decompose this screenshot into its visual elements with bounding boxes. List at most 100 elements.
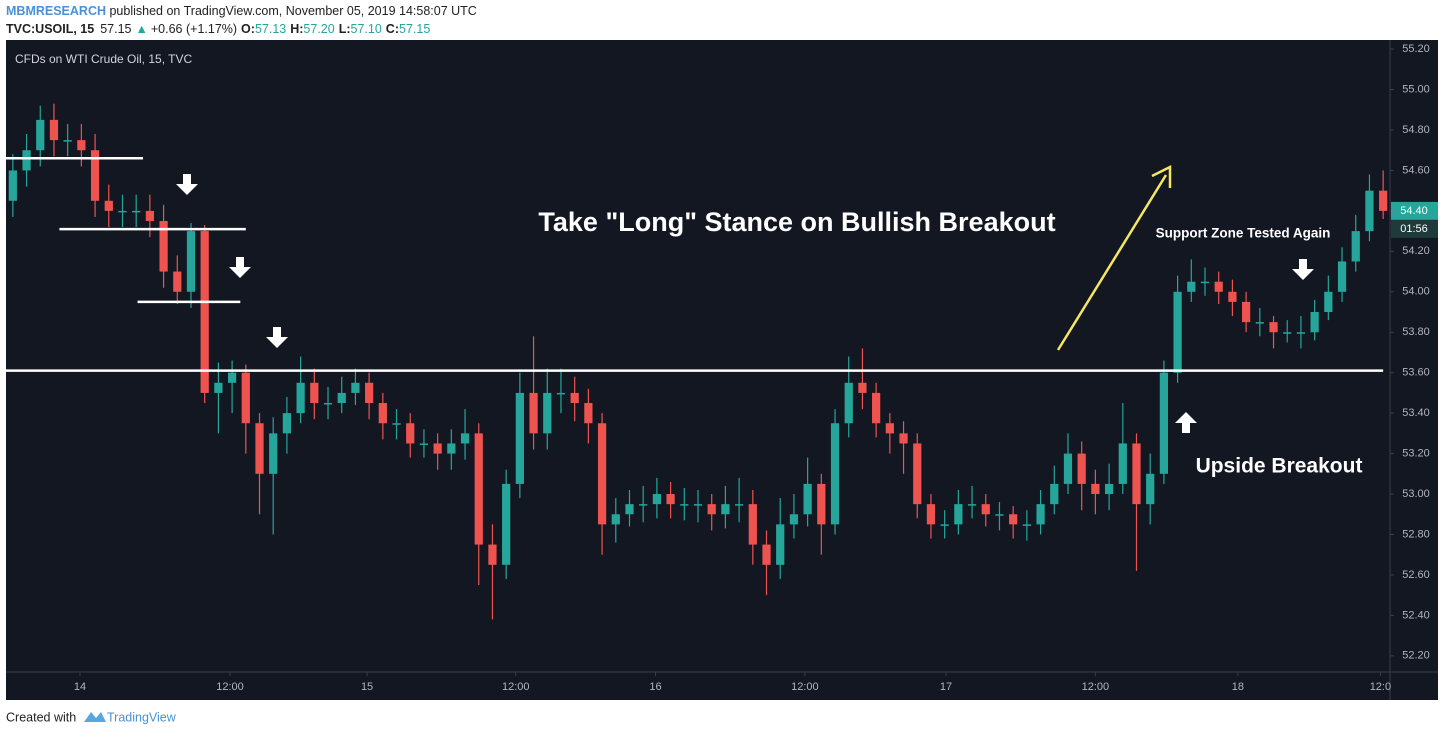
- up-arrow: [1175, 412, 1197, 433]
- x-tick-label: 14: [74, 681, 86, 693]
- candle-body: [145, 210, 154, 222]
- y-tick-label: 55.00: [1402, 83, 1430, 95]
- candle-body: [419, 443, 429, 445]
- change: +0.66 (+1.17%): [151, 22, 237, 36]
- down-arrow: [1292, 259, 1314, 280]
- annotation-main: Take "Long" Stance on Bullish Breakout: [538, 207, 1055, 237]
- y-tick-label: 54.20: [1402, 245, 1430, 257]
- candle-body: [1146, 473, 1155, 505]
- candle-body: [378, 403, 387, 424]
- candle-body: [652, 494, 662, 505]
- y-tick-label: 52.40: [1402, 609, 1430, 621]
- candle-body: [913, 443, 922, 505]
- tv-logo: [84, 712, 106, 722]
- symbol-line: TVC:USOIL, 15 57.15 ▲ +0.66 (+1.17%) O:57.13…: [6, 22, 430, 36]
- candle-body: [707, 504, 716, 515]
- candle-body: [1379, 190, 1388, 211]
- candle-body: [858, 382, 867, 393]
- x-tick-label: 12:00: [216, 681, 244, 693]
- candle-body: [693, 504, 703, 506]
- published-info: published on TradingView.com, November 0…: [106, 4, 477, 18]
- candle-body: [1214, 281, 1223, 292]
- trend-arrow: [1056, 164, 1172, 351]
- symbol: TVC:USOIL, 15: [6, 22, 94, 36]
- down-arrow: [266, 327, 288, 348]
- y-tick-label: 53.40: [1402, 407, 1430, 419]
- candle-body: [1091, 483, 1100, 495]
- x-tick-label: 12:0: [1370, 681, 1391, 693]
- candle-body: [1036, 504, 1045, 525]
- candle-body: [1077, 453, 1086, 484]
- down-arrow: [176, 174, 198, 195]
- candle-body: [954, 504, 963, 525]
- header-line: MBMRESEARCH published on TradingView.com…: [6, 4, 477, 18]
- footer-brand[interactable]: TradingView: [107, 710, 177, 724]
- candle-body: [173, 271, 182, 292]
- publisher[interactable]: MBMRESEARCH: [6, 4, 106, 18]
- candle-body: [186, 231, 196, 292]
- candle-body: [611, 514, 620, 525]
- candle-body: [748, 504, 757, 545]
- down-arrow: [229, 257, 251, 278]
- candle-body: [762, 544, 771, 565]
- candle-body: [680, 504, 689, 506]
- candle-body: [734, 504, 744, 506]
- candle-body: [255, 423, 264, 474]
- annotation-breakout: Upside Breakout: [1196, 455, 1363, 478]
- candle-body: [90, 150, 100, 201]
- l-label: L:: [339, 22, 351, 36]
- candle-body: [1351, 231, 1360, 262]
- last: 57.15: [100, 22, 131, 36]
- candle-body: [803, 483, 812, 515]
- candle-body: [556, 392, 566, 395]
- candle-body: [22, 150, 31, 171]
- candle-body: [1337, 261, 1347, 292]
- candle-body: [200, 231, 209, 393]
- x-tick-label: 12:00: [502, 681, 530, 693]
- footer-created: Created with: [6, 710, 76, 724]
- h-label: H:: [290, 22, 303, 36]
- candle-body: [49, 119, 59, 141]
- chart-legend: CFDs on WTI Crude Oil, 15, TVC: [15, 52, 192, 66]
- candle-body: [351, 382, 360, 393]
- y-tick-label: 54.00: [1402, 286, 1430, 298]
- last-price-label: 54.40: [1400, 205, 1428, 217]
- candle-body: [872, 392, 881, 424]
- candle-body: [1228, 291, 1237, 302]
- candle-body: [625, 504, 634, 515]
- trend-arrow-line: [1056, 174, 1168, 351]
- candle-body: [323, 403, 333, 405]
- candle-body: [227, 372, 237, 383]
- candle-body: [77, 140, 86, 151]
- candle-body: [1173, 291, 1182, 373]
- y-tick-label: 53.60: [1402, 367, 1430, 379]
- y-tick-label: 52.60: [1402, 569, 1430, 581]
- arrows: [176, 174, 1314, 433]
- candle-body: [310, 382, 319, 404]
- candle-body: [995, 514, 1004, 516]
- candle-body: [502, 483, 511, 565]
- candle-body: [981, 504, 990, 515]
- y-tick-label: 54.80: [1402, 124, 1430, 136]
- candle-body: [460, 433, 470, 444]
- x-tick-label: 12:00: [791, 681, 819, 693]
- candle-body: [789, 514, 799, 525]
- candle-body: [817, 483, 826, 525]
- candle-body: [1242, 301, 1251, 323]
- candle-body: [1296, 332, 1306, 334]
- candle-body: [830, 423, 840, 525]
- candle-body: [1283, 332, 1292, 334]
- candle-body: [1200, 281, 1210, 284]
- candle-body: [1324, 291, 1333, 313]
- candle-body: [282, 413, 292, 434]
- candle-body: [159, 221, 168, 272]
- candle-body: [488, 544, 497, 565]
- candle-body: [1118, 443, 1127, 484]
- candle-body: [844, 382, 853, 424]
- candle-body: [967, 504, 977, 506]
- c-label: C:: [386, 22, 399, 36]
- y-tick-label: 53.80: [1402, 326, 1430, 338]
- candle-body: [269, 433, 278, 474]
- x-tick-label: 18: [1232, 681, 1244, 693]
